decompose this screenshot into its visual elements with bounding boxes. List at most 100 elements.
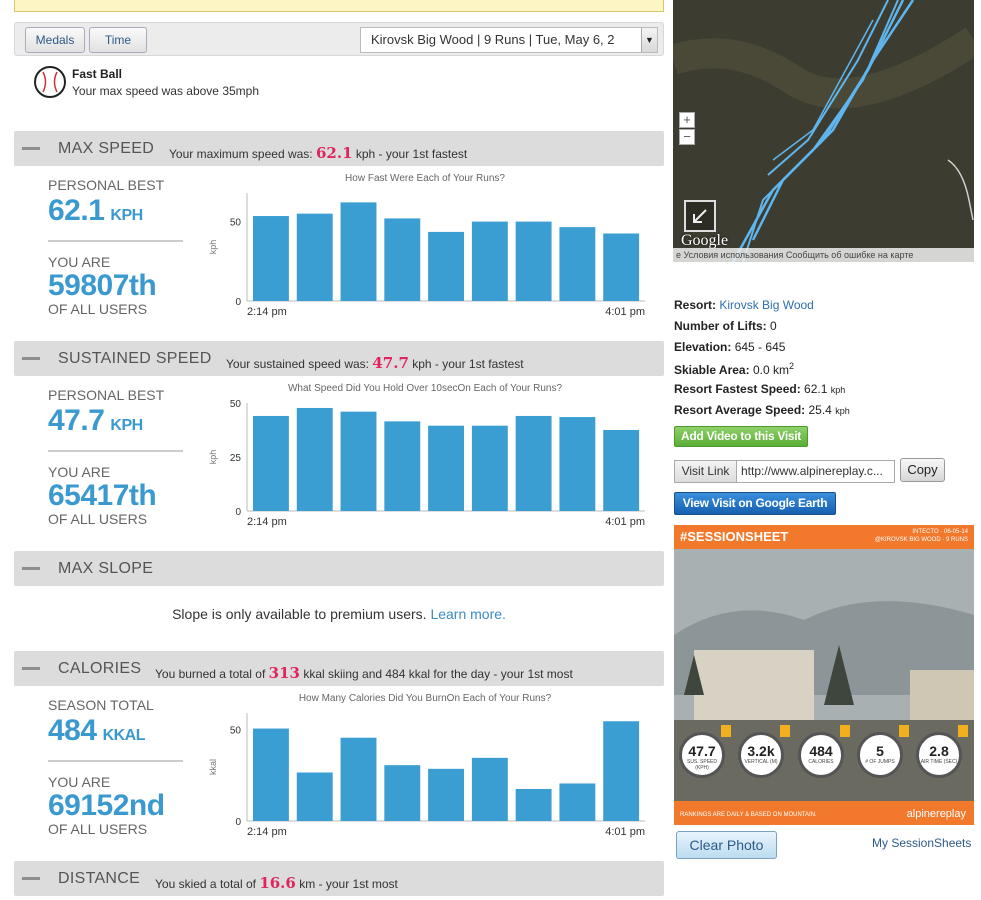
stat-label: YOU ARE — [48, 254, 111, 270]
time-tab[interactable]: Time — [89, 27, 147, 53]
bar — [471, 221, 508, 301]
section-title: DISTANCE — [58, 870, 141, 887]
map-attribution[interactable]: е Условия использования Сообщить об ошиб… — [673, 248, 974, 262]
pin-icon — [840, 725, 850, 737]
rank-value: 65417th — [48, 479, 157, 512]
visit-select[interactable]: Kirovsk Big Wood | 9 Runs | Tue, May 6, … — [360, 27, 658, 53]
collapse-icon[interactable] — [22, 667, 40, 670]
area-row: Skiable Area: 0.0 km2 — [674, 361, 794, 377]
stat-label: OF ALL USERS — [48, 821, 148, 837]
fastest-row: Resort Fastest Speed: 62.1 kph — [674, 382, 846, 396]
y-tick-label: 0 — [235, 297, 241, 308]
resort-link[interactable]: Kirovsk Big Wood — [719, 298, 814, 312]
bar — [340, 737, 377, 821]
section-title: MAX SPEED — [58, 140, 155, 157]
expand-icon[interactable] — [684, 200, 716, 232]
sustained-speed-chart: What Speed Did You Hold Over 10secOn Eac… — [205, 383, 655, 533]
bar — [428, 231, 465, 301]
baseball-icon — [34, 66, 66, 98]
notice-banner — [14, 0, 664, 12]
clear-photo-button[interactable]: Clear Photo — [676, 831, 777, 859]
sheet-stat: 3.2k VERTICAL (M) — [738, 732, 784, 778]
sessionsheet-tag: #SESSIONSHEET — [680, 529, 789, 544]
sessionsheet-photo — [674, 549, 974, 801]
x-tick-label: 2:14 pm — [247, 306, 287, 318]
visit-select-value: Kirovsk Big Wood | 9 Runs | Tue, May 6, … — [371, 32, 615, 47]
bar — [384, 218, 421, 301]
bar — [296, 407, 333, 511]
sheet-stat: 47.7 SUS. SPEED (KPH) — [679, 732, 725, 778]
pin-icon — [899, 725, 909, 737]
elevation-row: Elevation: 645 - 645 — [674, 340, 786, 354]
y-axis-label: kkal — [208, 759, 218, 775]
max-slope-header[interactable]: MAX SLOPE — [14, 551, 664, 586]
collapse-icon[interactable] — [22, 567, 40, 570]
bar — [253, 216, 289, 301]
bar — [559, 783, 596, 821]
y-axis-label: kph — [208, 240, 218, 255]
bar — [559, 417, 596, 511]
x-tick-label: 2:14 pm — [247, 826, 287, 838]
chart-title: What Speed Did You Hold Over 10secOn Eac… — [287, 383, 563, 394]
collapse-icon[interactable] — [22, 357, 40, 360]
section-summary: Your sustained speed was: 47.7 kph - you… — [226, 354, 524, 372]
stat-value: 47.7 KPH — [48, 404, 143, 437]
section-summary: Your maximum speed was: 62.1 kph - your … — [169, 144, 468, 162]
divider — [48, 240, 183, 242]
bar — [471, 757, 508, 821]
visit-link-field[interactable]: http://www.alpinereplay.c... — [736, 460, 895, 483]
my-sessionsheets-link[interactable]: My SessionSheets — [872, 836, 972, 850]
sessionsheet-footer: RANKINGS ARE DAILY & BASED ON MOUNTAIN. … — [674, 801, 974, 825]
chevron-down-icon[interactable]: ▼ — [641, 28, 657, 52]
section-title: MAX SLOPE — [58, 560, 154, 577]
bar — [340, 202, 377, 301]
bar — [296, 213, 333, 301]
section-title: CALORIES — [58, 660, 142, 677]
copy-button[interactable]: Copy — [900, 458, 945, 482]
section-summary: You burned a total of 313 kkal skiing an… — [155, 664, 573, 682]
rank-value: 59807th — [48, 269, 157, 302]
stat-value: 484 KKAL — [48, 714, 146, 747]
chart-svg: 0 25 50 kph 2:14 pm 4:01 pm — [208, 399, 645, 528]
stat-value: 62.1 KPH — [48, 194, 143, 227]
bar — [253, 415, 289, 511]
rank-value: 69152nd — [48, 789, 165, 822]
sessionsheet-note: RANKINGS ARE DAILY & BASED ON MOUNTAIN. — [680, 812, 817, 818]
collapse-icon[interactable] — [22, 877, 40, 880]
x-tick-label: 4:01 pm — [605, 306, 645, 318]
chart-title: How Many Calories Did You BurnOn Each of… — [298, 693, 552, 704]
sessionsheet-image: #SESSIONSHEET INTECTO · 06-05-14 @KIROVS… — [674, 525, 974, 825]
chart-svg: 0 50 kph 2:14 pm 4:01 pm — [208, 193, 645, 318]
zoom-in-button[interactable]: + — [679, 112, 695, 128]
add-video-button[interactable]: Add Video to this Visit — [674, 426, 808, 447]
y-tick-label: 25 — [230, 453, 242, 464]
y-tick-label: 50 — [230, 218, 242, 229]
learn-more-link[interactable]: Learn more. — [430, 606, 506, 622]
alpinereplay-logo: alpinereplay — [906, 808, 966, 820]
badge-description: Your max speed was above 35mph — [72, 84, 260, 98]
x-tick-label: 4:01 pm — [605, 826, 645, 838]
chart-svg: 0 50 kkal 2:14 pm 4:01 pm — [208, 713, 645, 838]
bar — [428, 425, 465, 511]
calories-header[interactable]: CALORIES You burned a total of 313 kkal … — [14, 651, 664, 686]
sheet-stat: 5 # OF JUMPS — [857, 732, 903, 778]
divider — [48, 450, 183, 452]
highlight-value: 16.6 — [259, 874, 296, 892]
medals-tab[interactable]: Medals — [25, 27, 85, 53]
pin-icon — [721, 725, 731, 737]
bar — [515, 788, 552, 821]
bar — [603, 430, 640, 511]
collapse-icon[interactable] — [22, 147, 40, 150]
map-view[interactable]: + − Google е Условия использования Сообщ… — [673, 0, 974, 262]
zoom-out-button[interactable]: − — [679, 129, 695, 145]
max-speed-header[interactable]: MAX SPEED Your maximum speed was: 62.1 k… — [14, 131, 664, 166]
resort-row: Resort: Kirovsk Big Wood — [674, 298, 814, 312]
google-earth-button[interactable]: View Visit on Google Earth — [674, 492, 836, 515]
divider — [48, 760, 183, 762]
max-speed-chart: How Fast Were Each of Your Runs? 0 50 kph 2… — [205, 173, 655, 323]
pin-icon — [780, 725, 790, 737]
sustained-speed-header[interactable]: SUSTAINED SPEED Your sustained speed was… — [14, 341, 664, 376]
distance-header[interactable]: DISTANCE You skied a total of 16.6 km - … — [14, 861, 664, 896]
bar — [428, 768, 465, 821]
x-tick-label: 2:14 pm — [247, 516, 287, 528]
